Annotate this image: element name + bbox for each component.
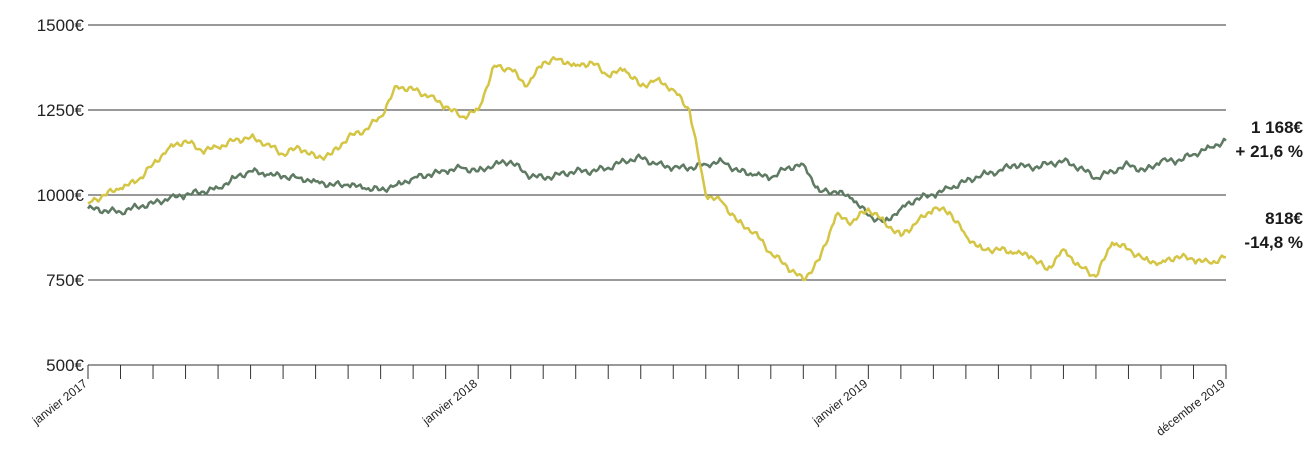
y-tick-label-1250: 1250€ xyxy=(37,101,85,120)
y-tick-labels: 500€ 750€ 1000€ 1250€ 1500€ xyxy=(37,16,85,375)
series-line-0 xyxy=(86,137,1227,224)
series-line-1 xyxy=(87,56,1227,282)
x-tick-label-2: janvier 2019 xyxy=(809,376,870,428)
y-tick-label-1000: 1000€ xyxy=(37,186,85,205)
series-a-end-value: 1 168€ xyxy=(1251,118,1304,137)
series-b-end-value: 818€ xyxy=(1265,209,1303,228)
x-tick-label-0: janvier 2017 xyxy=(29,376,90,428)
y-tick-label-500: 500€ xyxy=(46,356,84,375)
series-lines xyxy=(86,56,1227,282)
x-tick-label-3: décembre 2019 xyxy=(1154,376,1229,439)
x-tick-labels: janvier 2017 janvier 2018 janvier 2019 déce… xyxy=(29,376,1228,439)
y-tick-label-750: 750€ xyxy=(46,271,84,290)
x-tick-label-1: janvier 2018 xyxy=(419,376,480,428)
series-a-end-change: + 21,6 % xyxy=(1235,142,1303,161)
series-b-end-change: -14,8 % xyxy=(1244,233,1303,252)
grid-lines xyxy=(88,24,1226,366)
x-axis xyxy=(87,365,1227,379)
y-tick-label-1500: 1500€ xyxy=(37,16,85,35)
